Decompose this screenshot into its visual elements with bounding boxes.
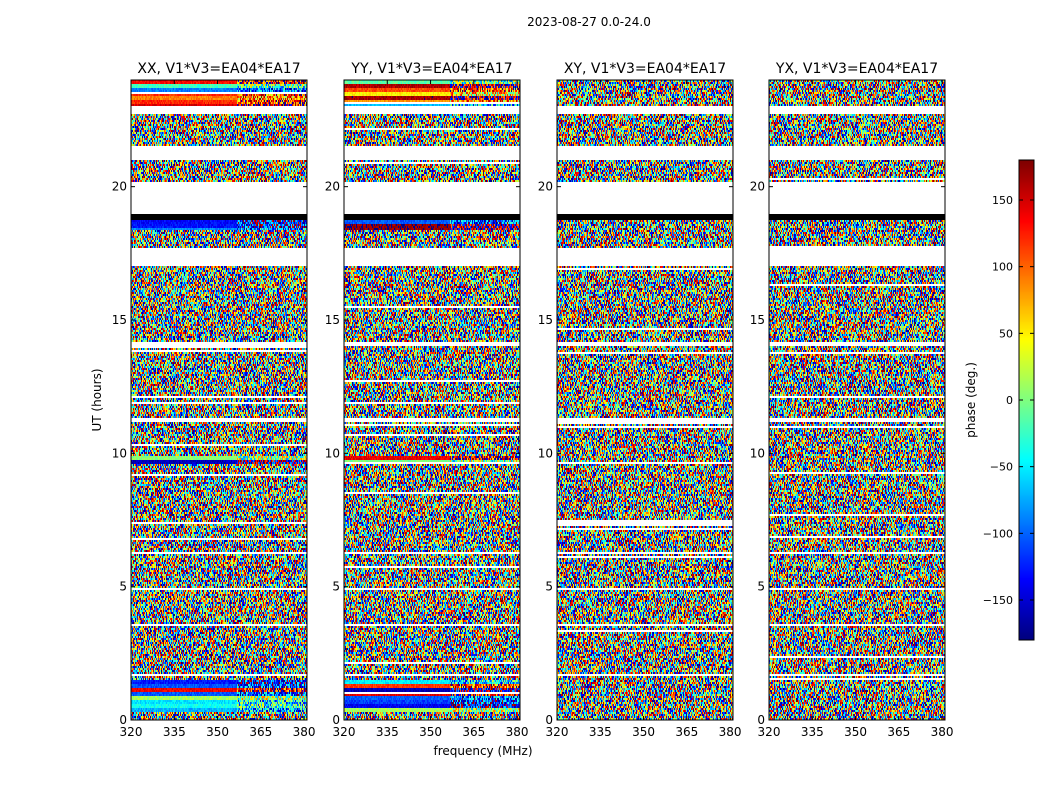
y-tick-label: 0 [332,713,340,727]
y-tick-label: 10 [112,446,127,460]
x-tick-label: 380 [506,725,529,739]
x-tick-label: 335 [376,725,399,739]
x-tick-label: 365 [249,725,272,739]
y-tick-label: 5 [545,580,553,594]
y-tick-label: 15 [538,313,553,327]
x-tick-label: 380 [719,725,742,739]
x-tick-label: 320 [333,725,356,739]
colorbar-tick-label: −100 [983,527,1013,540]
panel-title: YY, V1*V3=EA04*EA17 [350,61,512,77]
phase-heatmap [131,80,307,720]
x-tick-label: 365 [675,725,698,739]
x-tick-label: 350 [844,725,867,739]
panel-frame [130,79,308,721]
colorbar: −150 −100 −50 0 50 100 150 [983,159,1035,641]
colorbar-tick-label: 150 [992,194,1013,207]
phase-heatmap [344,80,520,720]
panel-frame [768,79,946,721]
x-tick-label: 350 [206,725,229,739]
panel-frame [556,79,734,721]
colorbar-tick-label: −50 [990,461,1013,474]
x-tick-label: 380 [293,725,316,739]
colorbar-label: phase (deg.) [964,362,978,438]
x-tick-label: 365 [462,725,485,739]
x-tick-label: 350 [419,725,442,739]
y-tick-label: 10 [750,446,765,460]
y-tick-label: 5 [757,580,765,594]
panel-yx: YX, V1*V3=EA04*EA17 320 335 350 365 380 0 5 10 15… [750,61,954,739]
panel-frame [343,79,521,721]
x-tick-label: 335 [163,725,186,739]
panel-title: XX, V1*V3=EA04*EA17 [137,61,300,77]
y-tick-label: 0 [757,713,765,727]
panel-xx: XX, V1*V3=EA04*EA17 320 335 350 365 380 0 5 10 15… [112,61,316,739]
y-tick-label: 20 [325,180,340,194]
panel-yy: YY, V1*V3=EA04*EA17 320 335 350 365 380 0 5 10 15… [325,61,529,739]
y-tick-label: 0 [545,713,553,727]
phase-heatmap [557,80,733,720]
x-tick-label: 350 [632,725,655,739]
panel-title: XY, V1*V3=EA04*EA17 [564,61,726,77]
figure-suptitle: 2023-08-27 0.0-24.0 [527,15,651,29]
y-tick-label: 0 [119,713,127,727]
x-tick-label: 320 [758,725,781,739]
colorbar-tick-label: 0 [1006,394,1013,407]
y-tick-label: 10 [538,446,553,460]
x-tick-label: 320 [546,725,569,739]
y-axis-label: UT (hours) [90,368,104,431]
colorbar-tick-label: 50 [999,327,1013,340]
y-tick-label: 15 [112,313,127,327]
colorbar-tick-label: 100 [992,261,1013,274]
panels-group: XX, V1*V3=EA04*EA17 320 335 350 365 380 0 5 10 15… [112,61,954,739]
y-tick-label: 5 [332,580,340,594]
x-tick-label: 365 [887,725,910,739]
phase-heatmap [769,80,945,720]
x-axis-label: frequency (MHz) [433,744,532,758]
x-tick-label: 335 [589,725,612,739]
colorbar-gradient [1019,160,1034,640]
panel-xy: XY, V1*V3=EA04*EA17 320 335 350 365 380 0 5 10 15… [538,61,742,739]
y-tick-label: 10 [325,446,340,460]
x-tick-label: 380 [931,725,954,739]
y-tick-label: 15 [325,313,340,327]
colorbar-tick-label: −150 [983,594,1013,607]
y-tick-label: 5 [119,580,127,594]
y-tick-label: 20 [112,180,127,194]
x-tick-label: 335 [801,725,824,739]
y-tick-label: 15 [750,313,765,327]
y-tick-label: 20 [750,180,765,194]
panel-title: YX, V1*V3=EA04*EA17 [775,61,938,77]
x-tick-label: 320 [120,725,143,739]
y-tick-label: 20 [538,180,553,194]
